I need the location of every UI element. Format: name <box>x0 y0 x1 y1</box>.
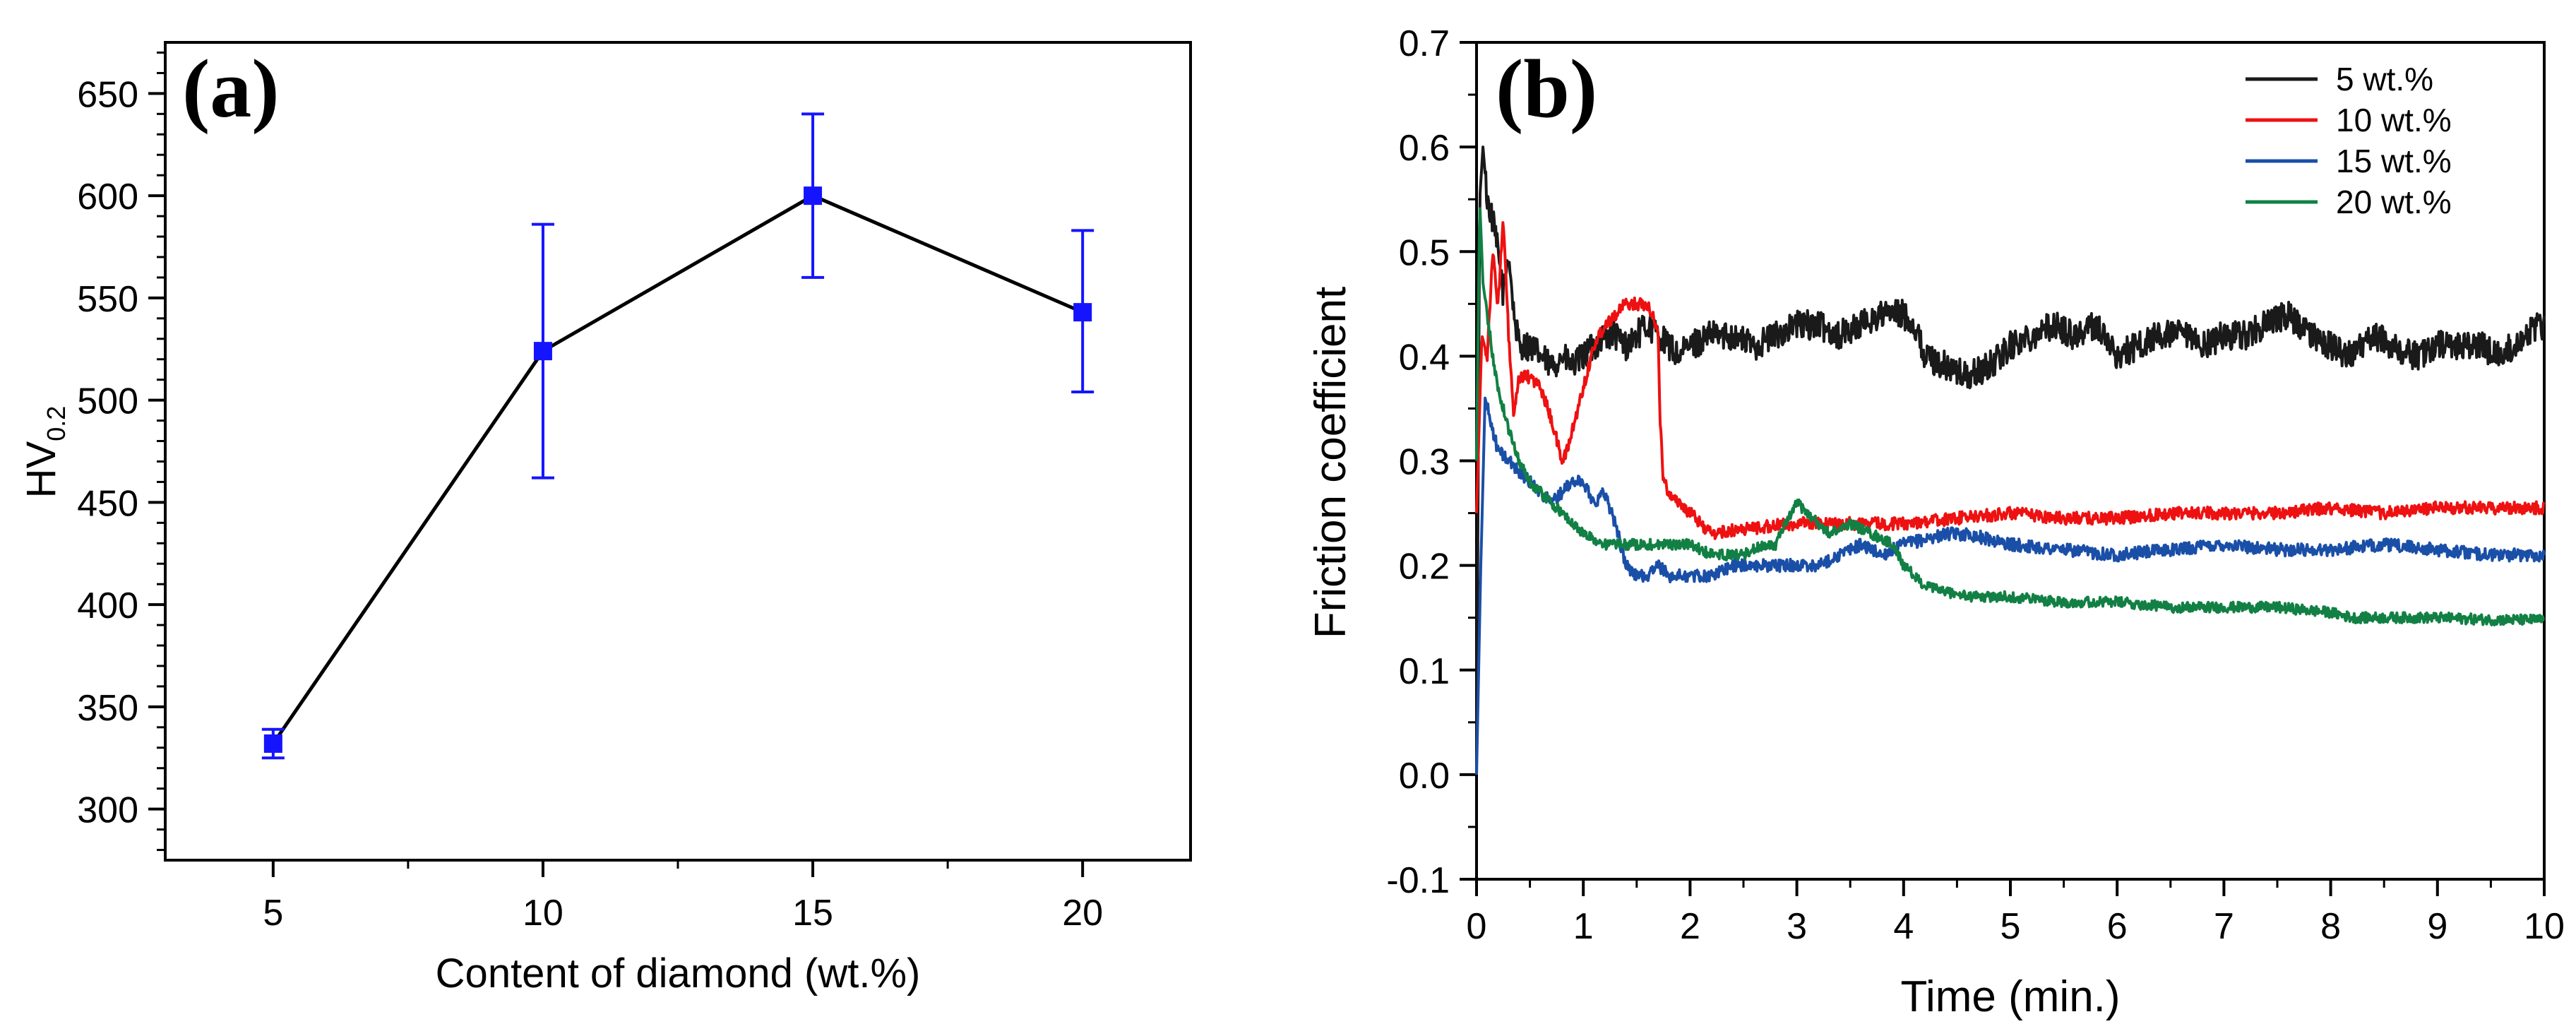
panel-b-y-tick-label: -0.1 <box>1386 860 1450 901</box>
panel-a-ticks: 300 350 400 450 500 550 600 650 5 10 15 20 <box>77 51 1103 934</box>
panel-a-x-axis-label: Content of diamond (wt.%) <box>436 951 921 996</box>
panel-a-x-tick-label: 5 <box>263 893 283 934</box>
panel-a-x-tick-label: 15 <box>792 893 833 934</box>
panel-a-y-axis-label: HV0.2 <box>18 406 71 499</box>
panel-a-y-axis-label-main: HV <box>18 441 64 498</box>
panel-b-series-line-2 <box>1475 221 2546 540</box>
panel-b-y-tick-label: 0.4 <box>1399 337 1450 378</box>
panel-b-friction-chart: -0.1 0.0 0.1 0.2 0.3 0.4 0.5 0.6 0.7 0 1 2 3 4 5 6 7 8 9 10… <box>1306 23 2565 1021</box>
panel-a-x-tick-label: 20 <box>1062 893 1103 934</box>
panel-b-x-tick-label: 8 <box>2320 906 2341 947</box>
panel-a-plot-frame <box>164 41 1192 862</box>
panel-a-y-tick-label: 350 <box>77 688 138 729</box>
panel-b-y-tick-label: 0.7 <box>1399 23 1450 64</box>
panel-b-x-tick-label: 4 <box>1893 906 1914 947</box>
panel-b-y-tick-label: 0.5 <box>1399 232 1450 273</box>
panel-a-hardness-chart: 300 350 400 450 500 550 600 650 5 10 15 20 (a) Cont… <box>18 41 1192 996</box>
panel-b-legend-label: 15 wt.% <box>2336 143 2452 179</box>
panel-a-label: (a) <box>182 42 280 135</box>
panel-a-y-tick-label: 650 <box>77 74 138 115</box>
panel-b-series-line-1 <box>1475 145 2546 775</box>
panel-b-legend-label: 10 wt.% <box>2336 102 2452 138</box>
panel-b-x-tick-label: 6 <box>2107 906 2128 947</box>
panel-b-x-tick-label: 10 <box>2524 906 2565 947</box>
panel-b-y-tick-label: 0.6 <box>1399 128 1450 169</box>
panel-b-x-tick-label: 7 <box>2214 906 2234 947</box>
panel-b-ticks: -0.1 0.0 0.1 0.2 0.3 0.4 0.5 0.6 0.7 0 1 2 3 4 5 6 7 8 9 10 <box>1386 23 2565 947</box>
panel-b-series-line-3 <box>1475 396 2546 775</box>
panel-b-label: (b) <box>1496 42 1597 135</box>
panel-a-series-line <box>271 193 1084 745</box>
panel-a-x-tick-label: 10 <box>523 893 564 934</box>
panel-a-y-tick-label: 550 <box>77 279 138 320</box>
panel-b-y-tick-label: 0.1 <box>1399 651 1450 692</box>
panel-a-y-tick-label: 400 <box>77 585 138 626</box>
panel-b-marks <box>1475 145 2546 775</box>
panel-a-y-tick-label: 600 <box>77 177 138 218</box>
panel-b-x-tick-label: 0 <box>1467 906 1487 947</box>
panel-a-data-point <box>533 342 552 361</box>
panel-b-legend-label: 20 wt.% <box>2336 184 2452 220</box>
panel-b-series-line-4 <box>1475 207 2546 626</box>
panel-b-x-tick-label: 5 <box>2000 906 2021 947</box>
panel-b-legend-label: 5 wt.% <box>2336 61 2433 97</box>
panel-b-x-tick-label: 3 <box>1787 906 1807 947</box>
panel-a-data-point <box>1073 303 1092 322</box>
panel-b-x-axis-label: Time (min.) <box>1900 972 2120 1021</box>
panel-b-y-tick-label: 0.2 <box>1399 547 1450 588</box>
panel-a-y-axis-label-subscript: 0.2 <box>42 406 71 441</box>
panel-a-data-point <box>263 734 282 753</box>
panel-a-y-tick-label: 450 <box>77 483 138 524</box>
panel-a-marks <box>261 112 1095 760</box>
panel-b-y-tick-label: 0.3 <box>1399 442 1450 483</box>
panel-b-x-tick-label: 2 <box>1680 906 1700 947</box>
panel-b-x-tick-label: 9 <box>2427 906 2447 947</box>
panel-b-legend: 5 wt.% 10 wt.% 15 wt.% 20 wt.% <box>2246 61 2452 220</box>
panel-b-y-axis-label: Friction coefficient <box>1306 287 1355 639</box>
panel-b-y-tick-label: 0.0 <box>1399 756 1450 797</box>
panel-a-data-point <box>804 186 823 206</box>
panel-a-y-tick-label: 500 <box>77 381 138 422</box>
panel-b-x-tick-label: 1 <box>1573 906 1594 947</box>
panel-a-y-tick-label: 300 <box>77 790 138 831</box>
